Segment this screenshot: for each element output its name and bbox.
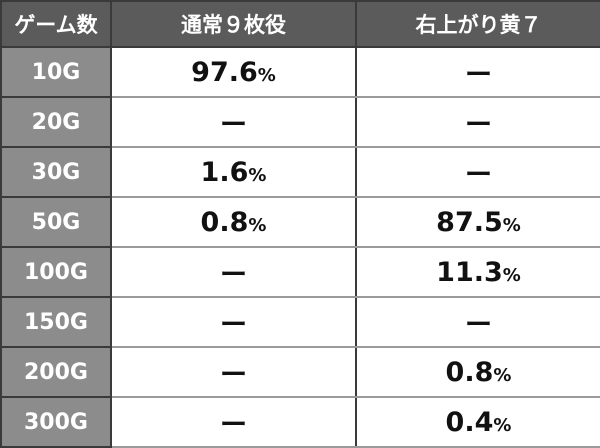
games-cell: 200G (0, 346, 112, 398)
table-row: 10G 97.6% ー (0, 46, 600, 98)
yellow7-unit: % (493, 364, 512, 386)
games-cell: 150G (0, 296, 112, 348)
normal-cell: ー (110, 246, 357, 298)
normal-cell: ー (110, 296, 357, 348)
header-yellow-7: 右上がり黄７ (355, 0, 600, 48)
yellow7-value: 11.3 (436, 256, 503, 288)
yellow7-cell: 11.3% (355, 246, 600, 298)
games-cell: 20G (0, 96, 112, 148)
table-row: 20G ー ー (0, 96, 600, 148)
yellow7-unit: % (502, 214, 521, 236)
table-row: 100G ー 11.3% (0, 246, 600, 298)
yellow7-value: 87.5 (436, 206, 503, 238)
yellow7-cell: 87.5% (355, 196, 600, 248)
games-cell: 100G (0, 246, 112, 298)
normal-cell: ー (110, 346, 357, 398)
normal-value: 0.8 (200, 206, 249, 238)
header-row: ゲーム数 通常９枚役 右上がり黄７ (0, 0, 600, 48)
yellow7-cell: ー (355, 146, 600, 198)
normal-value: ー (220, 109, 247, 141)
yellow7-unit: % (502, 264, 521, 286)
normal-unit: % (248, 164, 267, 186)
header-normal-9: 通常９枚役 (110, 0, 357, 48)
normal-cell: ー (110, 96, 357, 148)
yellow7-unit: % (493, 414, 512, 436)
table-row: 30G 1.6% ー (0, 146, 600, 198)
games-cell: 30G (0, 146, 112, 198)
games-cell: 50G (0, 196, 112, 248)
yellow7-cell: ー (355, 46, 600, 98)
yellow7-cell: 0.8% (355, 346, 600, 398)
yellow7-cell: ー (355, 96, 600, 148)
yellow7-value: ー (465, 309, 492, 341)
normal-value: 1.6 (200, 156, 249, 188)
normal-cell: 1.6% (110, 146, 357, 198)
table-row: 300G ー 0.4% (0, 396, 600, 448)
normal-cell: ー (110, 396, 357, 448)
yellow7-value: ー (465, 59, 492, 91)
normal-value: ー (220, 409, 247, 441)
yellow7-cell: ー (355, 296, 600, 348)
normal-unit: % (257, 64, 276, 86)
yellow7-value: ー (465, 109, 492, 141)
normal-value: 97.6 (191, 56, 258, 88)
table-row: 200G ー 0.8% (0, 346, 600, 398)
yellow7-value: 0.4 (445, 406, 494, 438)
normal-value: ー (220, 309, 247, 341)
table-row: 50G 0.8% 87.5% (0, 196, 600, 248)
table-row: 150G ー ー (0, 296, 600, 348)
normal-unit: % (248, 214, 267, 236)
normal-cell: 97.6% (110, 46, 357, 98)
games-cell: 10G (0, 46, 112, 98)
normal-value: ー (220, 259, 247, 291)
yellow7-cell: 0.4% (355, 396, 600, 448)
header-games: ゲーム数 (0, 0, 112, 48)
yellow7-value: 0.8 (445, 356, 494, 388)
games-cell: 300G (0, 396, 112, 448)
yellow7-value: ー (465, 159, 492, 191)
normal-value: ー (220, 359, 247, 391)
normal-cell: 0.8% (110, 196, 357, 248)
